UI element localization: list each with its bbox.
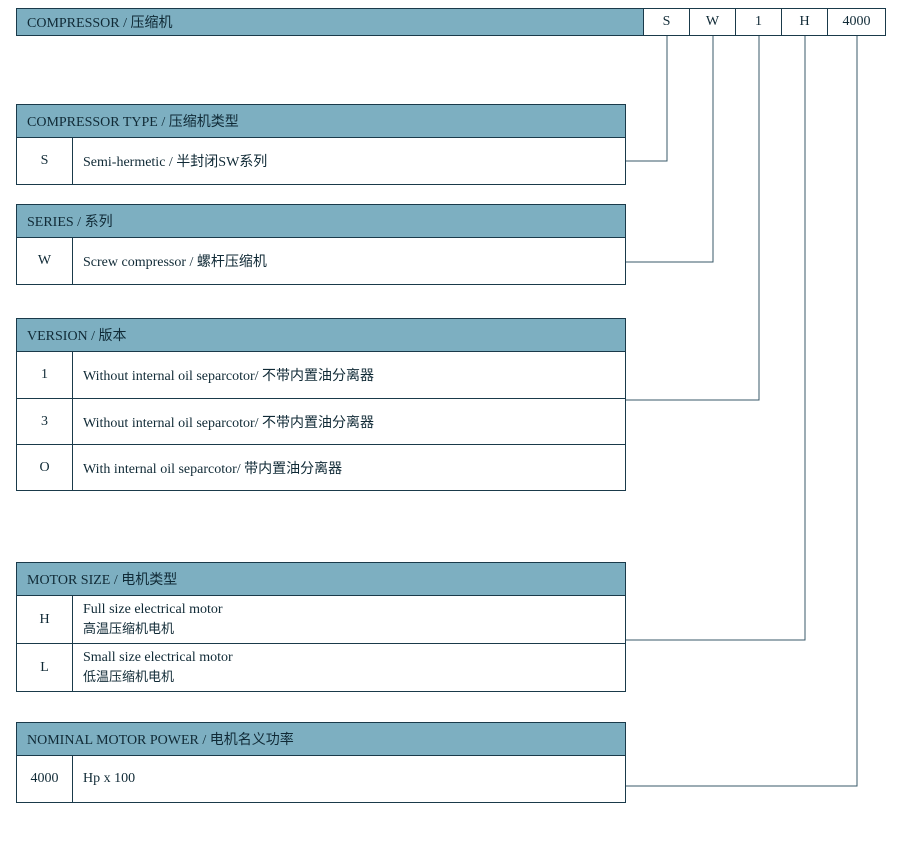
row-desc: Full size electrical motor高温压缩机电机 <box>73 596 625 643</box>
top-label: COMPRESSOR / 压缩机 <box>16 8 644 36</box>
row-code: L <box>17 644 73 691</box>
row-code: 1 <box>17 352 73 398</box>
section-row: OWith internal oil separcotor/ 带内置油分离器 <box>17 444 625 490</box>
row-desc: Without internal oil separcotor/ 不带内置油分离… <box>73 399 625 444</box>
top-row: COMPRESSOR / 压缩机 S W 1 H 4000 <box>16 8 886 36</box>
section-row: 3Without internal oil separcotor/ 不带内置油分… <box>17 398 625 444</box>
section-row: 4000Hp x 100 <box>17 756 625 802</box>
section-motor-size: MOTOR SIZE / 电机类型HFull size electrical m… <box>16 562 626 692</box>
section-header: VERSION / 版本 <box>17 319 625 352</box>
row-desc: Without internal oil separcotor/ 不带内置油分离… <box>73 352 625 398</box>
section-series: SERIES / 系列WScrew compressor / 螺杆压缩机 <box>16 204 626 285</box>
section-compressor-type: COMPRESSOR TYPE / 压缩机类型SSemi-hermetic / … <box>16 104 626 185</box>
diagram-container: COMPRESSOR / 压缩机 S W 1 H 4000 COMPRESSOR… <box>0 0 902 849</box>
code-cell-2: 1 <box>736 8 782 36</box>
code-cell-0: S <box>644 8 690 36</box>
row-code: H <box>17 596 73 643</box>
section-row: HFull size electrical motor高温压缩机电机 <box>17 596 625 643</box>
row-desc: With internal oil separcotor/ 带内置油分离器 <box>73 445 625 490</box>
section-header: COMPRESSOR TYPE / 压缩机类型 <box>17 105 625 138</box>
row-code: W <box>17 238 73 284</box>
section-row: 1Without internal oil separcotor/ 不带内置油分… <box>17 352 625 398</box>
code-cell-3: H <box>782 8 828 36</box>
row-code: 4000 <box>17 756 73 802</box>
section-nominal-power: NOMINAL MOTOR POWER / 电机名义功率4000Hp x 100 <box>16 722 626 803</box>
section-header: NOMINAL MOTOR POWER / 电机名义功率 <box>17 723 625 756</box>
section-version: VERSION / 版本1Without internal oil separc… <box>16 318 626 491</box>
section-row: SSemi-hermetic / 半封闭SW系列 <box>17 138 625 184</box>
section-row: LSmall size electrical motor低温压缩机电机 <box>17 643 625 691</box>
row-desc: Hp x 100 <box>73 756 625 802</box>
section-row: WScrew compressor / 螺杆压缩机 <box>17 238 625 284</box>
code-cell-1: W <box>690 8 736 36</box>
row-desc: Screw compressor / 螺杆压缩机 <box>73 238 625 284</box>
section-header: MOTOR SIZE / 电机类型 <box>17 563 625 596</box>
row-desc: Small size electrical motor低温压缩机电机 <box>73 644 625 691</box>
row-code: O <box>17 445 73 490</box>
section-header: SERIES / 系列 <box>17 205 625 238</box>
row-code: 3 <box>17 399 73 444</box>
row-desc: Semi-hermetic / 半封闭SW系列 <box>73 138 625 184</box>
code-cell-4: 4000 <box>828 8 886 36</box>
row-code: S <box>17 138 73 184</box>
